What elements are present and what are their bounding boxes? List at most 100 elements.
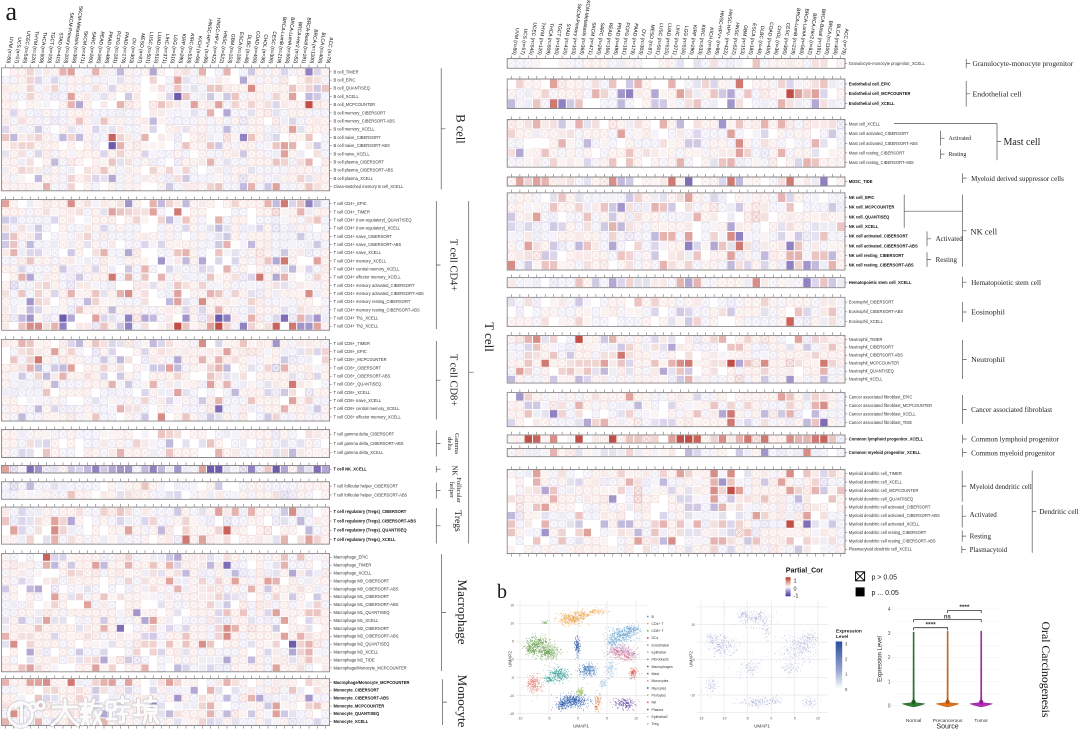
svg-text:LGG (n=516): LGG (n=516) (169, 34, 179, 64)
svg-text:Monocyte: Monocyte (455, 675, 470, 728)
svg-text:0: 0 (577, 717, 579, 721)
svg-text:Mast: Mast (652, 672, 660, 676)
svg-text:0: 0 (512, 658, 514, 662)
svg-text:Monocytes: Monocytes (652, 679, 669, 683)
svg-text:BRCA-LumB (n=219): BRCA-LumB (n=219) (789, 8, 801, 56)
svg-text:BRCA-LumB (n=219): BRCA-LumB (n=219) (275, 17, 287, 65)
svg-text:NK cell resting_CIBERSORT: NK cell resting_CIBERSORT (849, 253, 905, 258)
svg-text:HNSC-HPV+ (n=98): HNSC-HPV+ (n=98) (713, 10, 724, 55)
svg-text:UVM (n=80): UVM (n=80) (5, 36, 14, 64)
svg-text:B cell plasma_CIBERSORT: B cell plasma_CIBERSORT (334, 160, 385, 165)
svg-text:MESO (n=87): MESO (n=87) (136, 33, 146, 64)
svg-text:T cell CD4+ memory activated_C: T cell CD4+ memory activated_CIBERSORT (334, 283, 415, 288)
svg-text:BRCA-LumA (n=568): BRCA-LumA (n=568) (284, 17, 296, 64)
svg-text:T cell CD8+ central memory_XCE: T cell CD8+ central memory_XCELL (334, 406, 401, 411)
svg-text:B cell_TIMER: B cell_TIMER (334, 69, 359, 74)
svg-text:Expression Level: Expression Level (878, 636, 884, 682)
svg-text:Tumor: Tumor (974, 718, 988, 724)
svg-text:B cell_MCPCOUNTER: B cell_MCPCOUNTER (334, 102, 376, 107)
svg-text:PCPG (n=181): PCPG (n=181) (111, 31, 121, 64)
svg-text:Granulocyte-monocyte progenito: Granulocyte-monocyte progenitor_XCELL (849, 61, 926, 66)
svg-text:10: 10 (816, 717, 820, 721)
svg-text:-5: -5 (511, 676, 514, 680)
svg-text:T cell CD4+_EPIC: T cell CD4+_EPIC (334, 201, 367, 206)
svg-text:Mast cell activated_CIBERSORT: Mast cell activated_CIBERSORT (849, 131, 909, 136)
svg-text:Neutrophil_MCPCOUNTER: Neutrophil_MCPCOUNTER (849, 361, 899, 366)
svg-text:SARC (n=260): SARC (n=260) (595, 22, 605, 55)
svg-text:PCPG (n=181): PCPG (n=181) (620, 22, 630, 55)
svg-text:STAD (n=415): STAD (n=415) (561, 23, 571, 55)
svg-text:Neutrophil_XCELL: Neutrophil_XCELL (849, 377, 884, 382)
svg-text:Myeloid dendritic cell resting: Myeloid dendritic cell resting_CIBERSORT… (849, 538, 936, 543)
svg-text:TGCT (n=150): TGCT (n=150) (46, 31, 56, 64)
svg-text:NK cell_QUANTISEQ: NK cell_QUANTISEQ (849, 214, 890, 219)
svg-text:KIRC (n=533): KIRC (n=533) (696, 24, 706, 55)
svg-text:T cell regulatory (Tregs)_QUAN: T cell regulatory (Tregs)_QUANTISEQ (334, 528, 408, 533)
svg-text:Eosinophil: Eosinophil (971, 307, 1006, 316)
svg-text:T cell CD4+ (non-regulatory)_Q: T cell CD4+ (non-regulatory)_QUANTISEQ (334, 217, 412, 222)
svg-text:LUAD (n=515): LUAD (n=515) (663, 23, 673, 56)
svg-text:Eosinophil_CIBERSORT-ABS: Eosinophil_CIBERSORT-ABS (849, 309, 904, 314)
svg-text:UMAP2: UMAP2 (689, 651, 694, 667)
svg-text:B cell plasma_CIBERSORT-ABS: B cell plasma_CIBERSORT-ABS (334, 168, 394, 173)
svg-text:Myeloid dendritic cell_TIMER: Myeloid dendritic cell_TIMER (849, 471, 902, 476)
svg-text:OV (n=303): OV (n=303) (128, 37, 137, 64)
svg-text:Macrophages: Macrophages (652, 665, 673, 669)
svg-text:B cell_QUANTISEQ: B cell_QUANTISEQ (334, 86, 370, 91)
svg-text:****: **** (926, 622, 937, 629)
svg-text:B cell naive_XCELL: B cell naive_XCELL (334, 151, 371, 156)
svg-text:Activated: Activated (949, 136, 972, 142)
svg-text:NK: NK (652, 701, 658, 705)
svg-text:COAD (n=458): COAD (n=458) (251, 30, 261, 64)
svg-text:Myeloid dendritic cell_XCELL: Myeloid dendritic cell_XCELL (849, 480, 903, 485)
svg-text:-5: -5 (746, 717, 749, 721)
svg-text:Myeloid dendritic cell activat: Myeloid dendritic cell activated_XCELL (849, 522, 920, 527)
svg-text:Eosinophil_XCELL: Eosinophil_XCELL (849, 319, 884, 324)
svg-text:Macrophage M2_TIDE: Macrophage M2_TIDE (334, 657, 375, 662)
svg-text:T cell NK_XCELL: T cell NK_XCELL (334, 467, 368, 472)
svg-text:KIRP (n=290): KIRP (n=290) (688, 25, 698, 56)
svg-text:Common lymphoid progenitor: Common lymphoid progenitor (971, 436, 1059, 444)
svg-text:B cell_XCELL: B cell_XCELL (334, 94, 360, 99)
svg-text:B cell_EPIC: B cell_EPIC (334, 78, 356, 83)
svg-text:Cancer associated fibroblast_T: Cancer associated fibroblast_TIDE (849, 420, 913, 425)
svg-text:Myocytes: Myocytes (652, 686, 667, 690)
svg-text:Endothelial: Endothelial (652, 643, 670, 647)
svg-text:Follicular: Follicular (455, 477, 462, 503)
svg-text:a: a (6, 0, 18, 26)
svg-text:Macrophage M1_QUANTISEQ: Macrophage M1_QUANTISEQ (334, 610, 390, 615)
svg-text:Neutrophil_TIMER: Neutrophil_TIMER (849, 337, 883, 342)
svg-text:2: 2 (845, 657, 848, 662)
svg-text:Macrophage_TIMER: Macrophage_TIMER (334, 563, 372, 568)
svg-text:Neutrophil: Neutrophil (971, 355, 1006, 364)
svg-text:Mast cell resting_CIBERSORT: Mast cell resting_CIBERSORT (849, 150, 905, 155)
svg-text:1: 1 (794, 579, 797, 585)
svg-text:2: 2 (888, 655, 891, 661)
svg-text:T cell CD4+ memory resting_CIB: T cell CD4+ memory resting_CIBERSORT-ABS (334, 307, 420, 312)
svg-text:3: 3 (888, 631, 891, 637)
svg-text:NK cell_XCELL: NK cell_XCELL (849, 224, 879, 229)
svg-text:PAAD (n=179): PAAD (n=179) (629, 23, 639, 55)
svg-text:Macrophage M0_CIBERSORT-ABS: Macrophage M0_CIBERSORT-ABS (334, 586, 399, 591)
svg-text:1: 1 (845, 672, 848, 677)
svg-text:Monocyte_MCPCOUNTER: Monocyte_MCPCOUNTER (334, 703, 385, 708)
svg-text:T cell CD4+ naive_CIBERSORT-AB: T cell CD4+ naive_CIBERSORT-ABS (334, 242, 402, 247)
svg-text:UCEC (n=545): UCEC (n=545) (21, 31, 31, 64)
svg-text:Hematopoietic stem cell: Hematopoietic stem cell (971, 279, 1041, 287)
svg-text:LUSC (n=501): LUSC (n=501) (654, 23, 664, 56)
svg-text:CESC (n=306): CESC (n=306) (267, 31, 277, 64)
svg-text:Myeloid dendritic cell activat: Myeloid dendritic cell activated_CIBERSO… (849, 505, 931, 510)
svg-text:NK: NK (451, 465, 459, 475)
svg-text:5: 5 (794, 717, 796, 721)
svg-text:Hematopoietic stem cell_XCELL: Hematopoietic stem cell_XCELL (849, 280, 912, 285)
svg-text:3: 3 (845, 642, 848, 647)
svg-text:BRCA (n=1100): BRCA (n=1100) (308, 29, 318, 64)
svg-text:ESCA (n=185): ESCA (n=185) (747, 23, 757, 56)
svg-text:T cell CD8+_QUANTISEQ: T cell CD8+_QUANTISEQ (334, 382, 382, 387)
svg-text:TGCT (n=150): TGCT (n=150) (553, 23, 563, 56)
svg-text:Epithelial: Epithelial (652, 651, 666, 655)
svg-text:UMAP1: UMAP1 (573, 724, 589, 729)
svg-text:Myeloid derived suppressor cel: Myeloid derived suppressor cells (971, 175, 1064, 183)
svg-text:Mast cell: Mast cell (1004, 137, 1041, 148)
svg-text:Common lymphoid progenitor_XCE: Common lymphoid progenitor_XCELL (849, 436, 924, 441)
